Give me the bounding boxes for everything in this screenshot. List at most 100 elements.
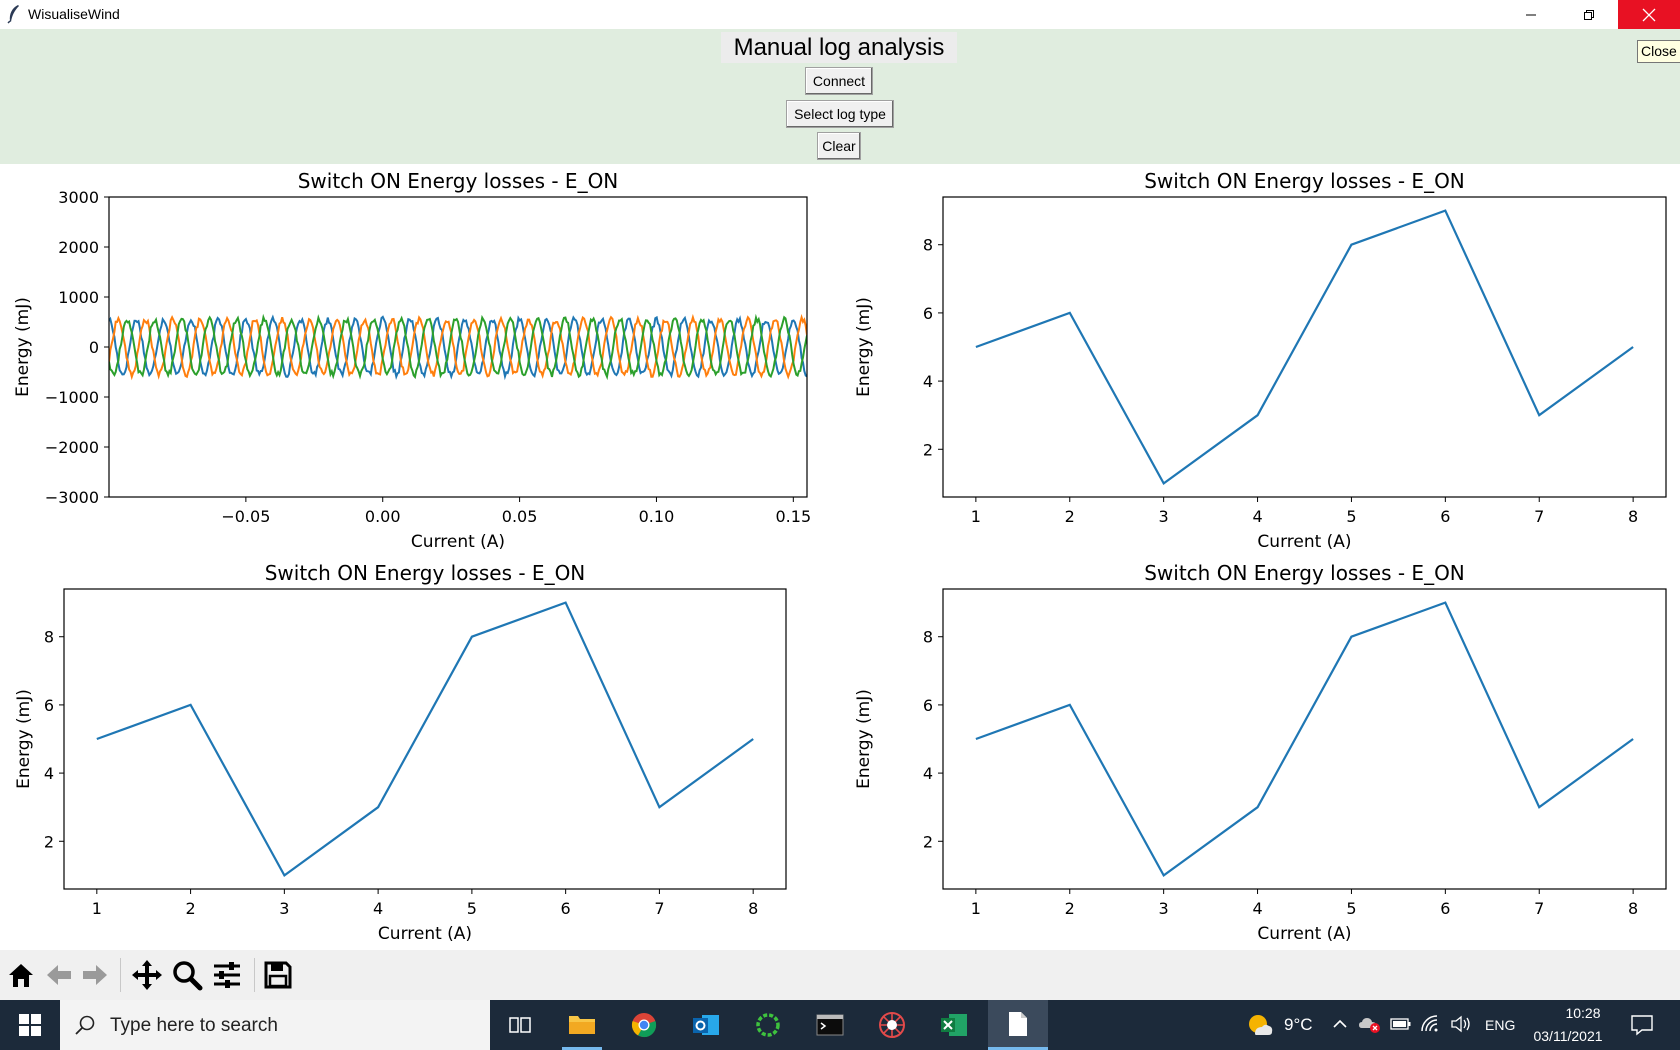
chart-eon-three-phase[interactable]: Switch ON Energy losses - E_ON −0.05 0.00 0… (0, 164, 840, 552)
taskbar-outlook[interactable] (686, 1000, 726, 1050)
plot-area (64, 589, 786, 889)
y-tick-label: 4 (923, 764, 933, 783)
window-title-bar: WisualiseWind (0, 0, 1680, 29)
zoom-button[interactable] (168, 956, 206, 994)
x-tick-label: 1 (971, 899, 981, 918)
clear-button[interactable]: Clear (817, 132, 861, 160)
forward-button[interactable] (76, 956, 114, 994)
home-icon (9, 964, 33, 987)
y-tick-label: 3000 (58, 188, 99, 207)
chart-title: Switch ON Energy losses - E_ON (298, 169, 619, 193)
y-tick-label: −2000 (45, 438, 99, 457)
y-axis-label: Energy (mJ) (854, 297, 874, 397)
x-tick-label: 5 (467, 899, 477, 918)
x-tick-label: 2 (185, 899, 195, 918)
taskbar-spider-app[interactable] (872, 1000, 912, 1050)
plot-area (943, 197, 1666, 497)
configure-subplots-button[interactable] (208, 956, 246, 994)
search-placeholder: Type here to search (110, 1015, 278, 1036)
y-tick-label: 2 (44, 832, 54, 851)
series-line (975, 209, 1634, 486)
y-tick-label: 2 (923, 832, 933, 851)
x-tick-label: 8 (1628, 899, 1638, 918)
x-axis-label: Current (A) (1257, 532, 1351, 552)
taskbar-file-explorer[interactable] (562, 1000, 602, 1050)
y-tick-label: 8 (923, 628, 933, 647)
save-button[interactable] (259, 956, 297, 994)
taskbar-chrome[interactable] (624, 1000, 664, 1050)
x-tick-label: 7 (1534, 899, 1544, 918)
y-tick-label: −1000 (45, 388, 99, 407)
zoom-icon (173, 961, 203, 991)
start-button[interactable] (0, 1000, 60, 1050)
task-view-button[interactable] (500, 1000, 540, 1050)
select-log-type-button[interactable]: Select log type (786, 100, 894, 128)
x-tick-label: 2 (1065, 507, 1075, 526)
x-tick-label: 8 (748, 899, 758, 918)
y-tick-label: 1000 (58, 288, 99, 307)
y-tick-label: 8 (44, 628, 54, 647)
home-button[interactable] (2, 956, 40, 994)
x-tick-label: 5 (1346, 507, 1356, 526)
y-tick-label: 4 (923, 372, 933, 391)
excel-icon (941, 1014, 967, 1036)
app-ring-icon (756, 1013, 780, 1037)
x-tick-label: 1 (971, 507, 981, 526)
axes-frame (942, 588, 1667, 890)
input-language[interactable]: ENG (1485, 1017, 1516, 1033)
taskbar-terminal[interactable] (810, 1000, 850, 1050)
wifi-icon[interactable] (1420, 1014, 1442, 1034)
restore-button[interactable] (1560, 0, 1618, 29)
series-line (975, 601, 1634, 878)
minimize-button[interactable] (1502, 0, 1560, 29)
x-axis-label: Current (A) (378, 924, 472, 944)
volume-icon[interactable] (1450, 1015, 1472, 1033)
y-tick-label: 6 (923, 696, 933, 715)
spider-app-icon (879, 1012, 905, 1038)
x-tick-label: 7 (1534, 507, 1544, 526)
close-button[interactable] (1618, 0, 1680, 29)
chart-eon-bottom-left[interactable]: Switch ON Energy losses - E_ON 1 2 3 4 5 6 7 8 2 4… (0, 552, 840, 950)
y-tick-label: 6 (44, 696, 54, 715)
taskbar: Type here to search (0, 1000, 1680, 1050)
y-tick-label: 2 (923, 440, 933, 459)
x-axis-label: Current (A) (1257, 924, 1351, 944)
notifications-icon[interactable] (1630, 1014, 1654, 1036)
x-tick-label: 3 (1159, 507, 1169, 526)
series-line (96, 601, 754, 878)
taskbar-excel[interactable] (934, 1000, 974, 1050)
page-title: Manual log analysis (721, 32, 957, 63)
minimize-icon (1526, 14, 1536, 15)
chart-eon-top-right[interactable]: Switch ON Energy losses - E_ON 1 2 3 4 5 6 7 8 2 4… (840, 164, 1680, 552)
battery-icon[interactable] (1390, 1017, 1412, 1031)
y-tick-label: 4 (44, 764, 54, 783)
clock-date[interactable]: 03/11/2021 (1533, 1028, 1603, 1044)
back-button[interactable] (40, 956, 78, 994)
series-line-2 (109, 313, 807, 381)
pan-button[interactable] (128, 956, 166, 994)
toolbar-separator (254, 958, 255, 992)
chevron-up-icon[interactable] (1332, 1018, 1348, 1030)
task-view-icon (509, 1017, 531, 1033)
onedrive-error-icon[interactable] (1358, 1014, 1382, 1034)
x-tick-label: 3 (279, 899, 289, 918)
x-tick-label: 0.00 (365, 507, 401, 526)
x-tick-label: 3 (1159, 899, 1169, 918)
y-tick-label: 2000 (58, 238, 99, 257)
x-tick-label: 6 (1440, 899, 1450, 918)
taskbar-search-box[interactable]: Type here to search (60, 1000, 490, 1050)
close-tooltip: Close (1637, 40, 1680, 63)
x-tick-label: 4 (1252, 507, 1262, 526)
taskbar-ring-app[interactable] (748, 1000, 788, 1050)
x-axis-label: Current (A) (411, 532, 505, 552)
connect-button[interactable]: Connect (805, 67, 873, 95)
axes-frame (63, 588, 787, 890)
terminal-icon (816, 1014, 844, 1036)
x-tick-label: 8 (1628, 507, 1638, 526)
weather-sun-icon (1249, 1015, 1273, 1035)
y-axis-label: Energy (mJ) (854, 689, 874, 789)
weather-temperature[interactable]: 9°C (1284, 1015, 1313, 1034)
chart-eon-bottom-right[interactable]: Switch ON Energy losses - E_ON 1 2 3 4 5 6 7 8 2 4… (840, 552, 1680, 950)
taskbar-active-window[interactable] (988, 1000, 1048, 1050)
clock-time[interactable]: 10:28 (1565, 1005, 1601, 1021)
